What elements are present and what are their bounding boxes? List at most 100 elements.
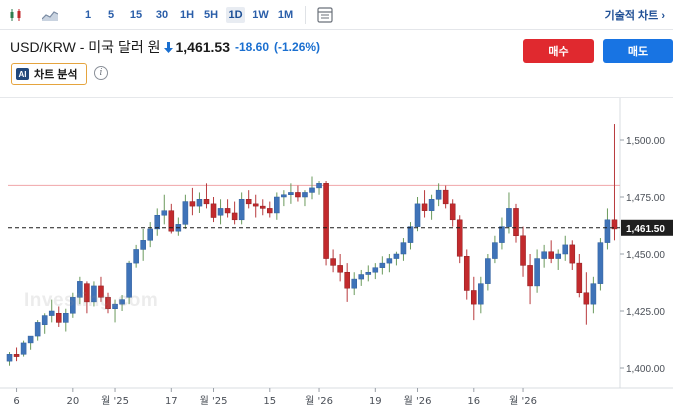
candle-down (98, 285, 104, 298)
candle-up (485, 258, 491, 284)
quote-header: USD/KRW - 미국 달러 원 1,461.53 -18.60 (-1.26… (10, 38, 320, 56)
timeframe-15[interactable]: 15 (129, 9, 143, 21)
x-tick-label: 월 '26 (305, 395, 333, 407)
candle-up (281, 194, 287, 198)
toolbar-divider (305, 6, 306, 24)
candle-up (506, 208, 512, 227)
candle-down (252, 203, 259, 207)
ai-badge-icon: AI (16, 68, 29, 80)
x-tick-label: 월 '26 (509, 395, 537, 407)
sell-button[interactable]: 매도 (603, 39, 673, 63)
candle-up (70, 297, 76, 314)
candle-up (428, 199, 435, 211)
current-price-tag (621, 219, 673, 236)
x-tick-label: 15 (263, 396, 276, 407)
area-chart-icon[interactable] (40, 5, 60, 25)
timeframe-1m[interactable]: 1M (277, 9, 294, 21)
candle-down (295, 192, 301, 198)
candle-down (323, 183, 329, 259)
ai-chart-analysis-button[interactable]: AI 차트 분석 (11, 63, 87, 85)
timeframe-30[interactable]: 30 (155, 9, 169, 21)
x-tick-label: 월 '25 (101, 395, 129, 407)
candle-down (463, 256, 470, 291)
candle-up (407, 226, 414, 243)
x-tick-label: 16 (467, 396, 480, 407)
candle-up (309, 187, 315, 193)
candle-up (358, 274, 365, 280)
y-tick-label: 1,500.00 (626, 136, 665, 147)
x-tick-label: 17 (165, 396, 178, 407)
header-divider (0, 97, 673, 98)
x-tick-label: 월 '25 (200, 395, 228, 407)
candle-down (105, 297, 111, 309)
x-tick-label: 6 (13, 396, 19, 407)
candle-up (414, 203, 421, 227)
candle-up (182, 201, 189, 225)
x-tick-label: 19 (369, 396, 382, 407)
candle-down (611, 219, 618, 230)
candle-down (267, 208, 273, 214)
candle-up (541, 251, 547, 259)
candlestick-chart[interactable]: 1,500.00 1,475.00 1,450.00 1,425.00 1,400.00… (0, 98, 673, 414)
candle-up (20, 342, 27, 355)
candle-down (548, 251, 554, 259)
candle-up (365, 271, 372, 275)
candle-up (119, 299, 125, 305)
candle-up (274, 196, 280, 214)
timeframe-1[interactable]: 1 (84, 9, 92, 21)
candle-up (140, 240, 146, 250)
candle-up (604, 219, 611, 243)
y-tick-label: 1,475.00 (626, 193, 665, 204)
info-icon[interactable]: i (94, 66, 108, 80)
x-tick-label: 20 (66, 396, 79, 407)
candle-down (576, 262, 583, 294)
candle-down (330, 258, 336, 266)
indicators-icon[interactable] (315, 5, 335, 25)
buy-button[interactable]: 매수 (523, 39, 594, 63)
candle-up (147, 228, 153, 241)
candle-up (302, 192, 308, 198)
timeframe-5h[interactable]: 5H (203, 9, 219, 21)
candle-up (154, 214, 161, 230)
candle-up (351, 278, 357, 289)
watermark: Investing.com (24, 290, 159, 311)
candle-down (231, 212, 238, 221)
candle-up (217, 208, 224, 216)
candle-up (590, 283, 597, 305)
candle-up (400, 242, 407, 255)
candle-up (77, 281, 83, 298)
timeframe-1d[interactable]: 1D (226, 7, 245, 23)
candle-up (492, 242, 498, 259)
timeframe-5[interactable]: 5 (107, 9, 115, 21)
candle-down (84, 283, 90, 303)
candle-down (449, 203, 456, 221)
candle-down (513, 208, 519, 237)
candle-up (63, 313, 69, 323)
candle-down (344, 271, 350, 289)
candle-up (91, 285, 97, 303)
current-price-label: 1,461.50 (626, 224, 665, 235)
timeframe-1w[interactable]: 1W (252, 9, 269, 21)
candle-up (534, 258, 540, 287)
candle-up (112, 303, 118, 309)
candle-down (583, 292, 590, 305)
timeframe-1h[interactable]: 1H (179, 9, 195, 21)
candle-up (288, 192, 294, 195)
candle-down (471, 290, 477, 305)
candle-up (161, 210, 168, 216)
candle-up (27, 335, 34, 344)
candle-up (379, 262, 386, 268)
candle-down (168, 210, 175, 232)
candlestick-icon[interactable] (6, 5, 26, 25)
candle-down (421, 203, 428, 211)
y-tick-label: 1,425.00 (626, 307, 665, 318)
candle-down (520, 235, 526, 266)
arrow-down-icon (164, 41, 174, 53)
candle-up (393, 253, 400, 259)
technical-chart-link[interactable]: 기술적 차트 › (604, 10, 665, 22)
candle-down (13, 354, 20, 357)
candle-up (238, 199, 245, 221)
candle-down (569, 244, 576, 264)
candle-up (126, 262, 132, 298)
candle-up (48, 310, 55, 316)
